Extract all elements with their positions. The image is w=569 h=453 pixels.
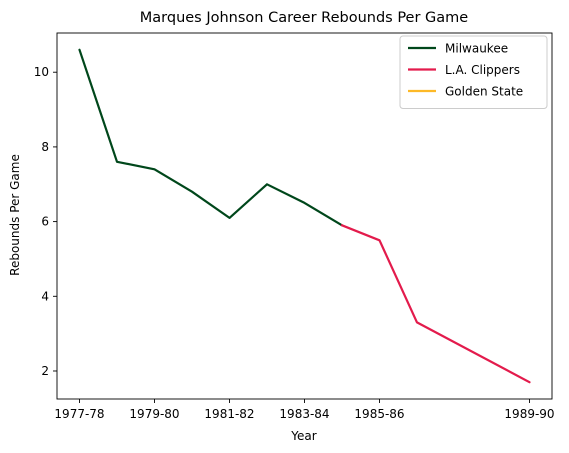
x-tick-label: 1979-80 (129, 407, 179, 421)
legend: Milwaukee L.A. Clippers Golden State (399, 35, 548, 109)
series-line-l-a-clippers (340, 224, 531, 384)
y-tick-label: 8 (41, 140, 49, 154)
legend-label: Golden State (445, 85, 523, 99)
x-tick-label: 1983-84 (279, 407, 329, 421)
x-tick-label: 1985-86 (354, 407, 404, 421)
y-tick-label: 4 (41, 289, 49, 303)
x-tick-label: 1989-90 (504, 407, 554, 421)
y-tick-label: 6 (41, 215, 49, 229)
chart-title: Marques Johnson Career Rebounds Per Game (140, 10, 469, 26)
y-tick-label: 10 (34, 65, 49, 79)
x-axis-title: Year (290, 429, 316, 443)
legend-box (399, 35, 548, 109)
series-line-milwaukee (78, 48, 344, 227)
x-tick-label: 1977-78 (54, 407, 104, 421)
y-axis-title: Rebounds Per Game (8, 154, 22, 276)
x-tick-label: 1981-82 (204, 407, 254, 421)
legend-label: Milwaukee (445, 42, 508, 56)
y-tick-label: 2 (41, 364, 49, 378)
y-axis: 2 4 6 8 10 (34, 65, 57, 378)
legend-label: L.A. Clippers (445, 63, 520, 77)
x-axis: 1977-78 1979-80 1981-82 1983-84 1985-86 1989-… (54, 399, 555, 421)
